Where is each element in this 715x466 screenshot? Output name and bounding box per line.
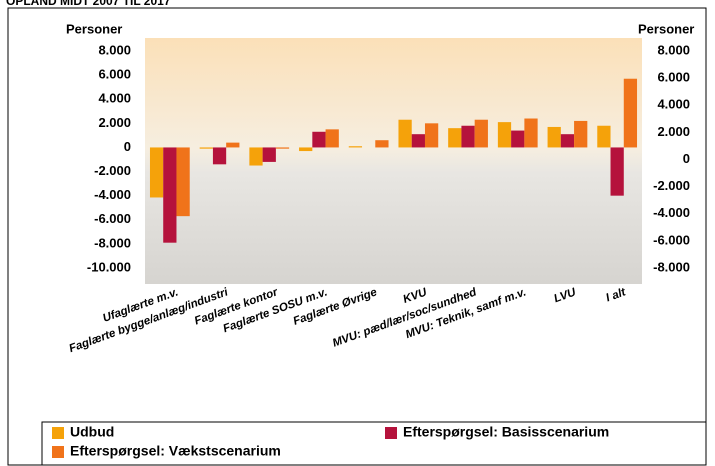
y-tick-label: -4.000 (94, 187, 131, 202)
bar (262, 147, 276, 162)
bar (299, 147, 313, 152)
bar (623, 78, 638, 148)
bar (547, 126, 561, 148)
bar (226, 142, 240, 148)
bar (149, 147, 164, 198)
y-tick-label: -10.000 (87, 259, 131, 274)
bar (574, 120, 588, 148)
y2-tick-label: 6.000 (657, 70, 690, 85)
legend-box (41, 421, 707, 466)
bar (597, 125, 611, 148)
bar (497, 122, 512, 148)
y-tick-label: -6.000 (94, 211, 131, 226)
x-tick-label: LVU (552, 286, 578, 305)
chart-title: OPLAND MIDT 2007 TIL 2017 (6, 0, 171, 8)
legend-swatch (52, 427, 64, 439)
bar (511, 130, 525, 148)
y-tick-label: 2.000 (98, 115, 131, 130)
y2-tick-label: 4.000 (657, 97, 690, 112)
bar (424, 123, 439, 148)
bar (163, 147, 177, 243)
bar (199, 147, 213, 149)
bar (348, 146, 363, 148)
y-tick-label: 4.000 (98, 91, 131, 106)
legend-swatch (385, 427, 397, 439)
y2-axis-label: Personer (638, 21, 694, 36)
legend-label: Efterspørgsel: Vækstscenarium (70, 443, 281, 459)
bar (176, 147, 190, 217)
bar (212, 147, 227, 165)
y2-tick-label: 8.000 (657, 42, 690, 57)
bar (375, 140, 389, 148)
y-axis-label: Personer (66, 21, 122, 36)
y-tick-label: 8.000 (98, 42, 131, 57)
y-tick-label: -8.000 (94, 235, 131, 250)
y2-tick-label: -6.000 (653, 232, 690, 247)
plot-area (145, 38, 642, 284)
y2-tick-label: -2.000 (653, 178, 690, 193)
legend-label: Udbud (70, 424, 114, 440)
bar (474, 119, 488, 148)
bar (560, 134, 575, 148)
y2-tick-label: 2.000 (657, 124, 690, 139)
x-tick-label: KVU (401, 286, 429, 306)
y2-tick-label: -8.000 (653, 259, 690, 274)
x-tick-label: Faglærte Øvrige (292, 286, 380, 328)
bar (610, 147, 624, 196)
bar (398, 119, 412, 148)
bar (249, 147, 263, 166)
bar (461, 125, 475, 148)
y-tick-label: -2.000 (94, 163, 131, 178)
legend-swatch (52, 446, 64, 458)
bar (448, 128, 462, 148)
y-tick-label: 0 (124, 139, 131, 154)
legend-label: Efterspørgsel: Basisscenarium (403, 424, 609, 440)
bar (275, 147, 290, 149)
bar (325, 129, 339, 148)
bar (411, 134, 425, 148)
x-tick-label: I alt (604, 286, 628, 304)
bar (524, 118, 538, 148)
bar (312, 131, 326, 148)
y-tick-label: 6.000 (98, 67, 131, 82)
y2-tick-label: -4.000 (653, 205, 690, 220)
y2-tick-label: 0 (683, 151, 690, 166)
